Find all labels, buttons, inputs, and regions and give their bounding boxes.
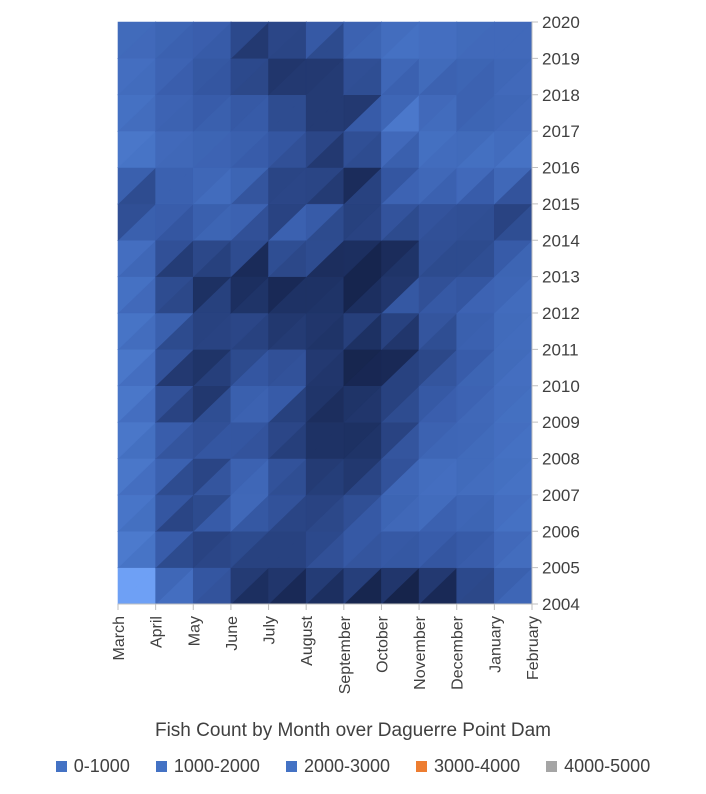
x-tick-label-may: May (186, 616, 203, 646)
y-tick-label-2005: 2005 (542, 559, 580, 578)
legend-item-0: 0-1000 (55, 756, 130, 777)
y-tick-label-2016: 2016 (542, 159, 580, 178)
x-tick-label-july: July (262, 616, 279, 644)
x-tick-label-january: January (487, 616, 504, 673)
legend-swatch (55, 761, 67, 772)
heatmap-cell-april-2019-1 (155, 21, 195, 60)
chart-title: Fish Count by Month over Daguerre Point … (154, 720, 551, 741)
x-tick-label-march: March (111, 616, 128, 660)
heatmap-cell-november-2019-1 (418, 21, 458, 60)
y-tick-label-2010: 2010 (542, 377, 580, 396)
heatmap-cell-june-2019-1 (230, 21, 270, 60)
y-axis-tick-labels: 2004 2005 2006 2007 2008 2009 2010 2011 2012 2013… (532, 13, 580, 614)
x-tick-label-december: December (450, 615, 467, 689)
heatmap-cell-october-2019-1 (381, 21, 420, 60)
legend-label: 4000-5000 (564, 756, 651, 776)
legend-swatch (285, 761, 297, 772)
y-tick-label-2018: 2018 (542, 86, 580, 105)
heatmap-cell-january-2019-1 (494, 21, 533, 60)
x-tick-label-june: June (224, 616, 241, 651)
y-tick-label-2014: 2014 (542, 231, 580, 250)
heatmap-cell-july-2019-1 (268, 21, 307, 60)
y-tick-label-2004: 2004 (542, 595, 580, 614)
heatmap-cell-march-2019-1 (117, 21, 157, 60)
x-tick-label-august: August (299, 615, 316, 665)
legend-swatch (546, 761, 558, 772)
heatmap-cell-september-2019-1 (343, 21, 383, 60)
legend-label: 2000-3000 (303, 756, 391, 776)
heatmap-cells (117, 21, 533, 605)
x-tick-label-september: September (337, 615, 354, 694)
y-tick-label-2019: 2019 (542, 49, 580, 68)
heatmap-cell-december-2019-1 (456, 21, 496, 60)
y-tick-label-2009: 2009 (542, 413, 580, 432)
legend-item-2: 2000-3000 (285, 756, 391, 777)
legend-item-3: 3000-4000 (416, 756, 520, 777)
x-tick-label-october: October (374, 615, 391, 673)
y-tick-label-2020: 2020 (542, 13, 580, 32)
y-tick-label-2017: 2017 (542, 122, 580, 141)
legend-swatch (416, 761, 428, 772)
y-tick-label-2006: 2006 (542, 522, 580, 541)
legend-swatch (155, 761, 167, 772)
x-axis-tick-labels: March April May June July August September Octo… (111, 604, 542, 694)
y-tick-label-2012: 2012 (542, 304, 580, 323)
legend-item-1: 1000-2000 (155, 756, 260, 777)
x-tick-label-november: November (412, 615, 429, 689)
legend-label: 3000-4000 (434, 756, 521, 776)
y-tick-label-2008: 2008 (542, 450, 580, 469)
legend-item-4: 4000-5000 (546, 756, 650, 777)
x-tick-label-february: February (525, 616, 542, 680)
y-tick-label-2011: 2011 (542, 340, 579, 359)
y-tick-label-2013: 2013 (542, 268, 580, 287)
heatmap-cell-august-2019-1 (305, 21, 345, 60)
legend-label: 0-1000 (73, 756, 130, 776)
x-tick-label-april: April (149, 616, 166, 648)
legend-label: 1000-2000 (173, 756, 260, 776)
y-tick-label-2015: 2015 (542, 195, 580, 214)
heatmap-cell-may-2019-1 (192, 21, 232, 60)
y-tick-label-2007: 2007 (542, 486, 580, 505)
chart-legend: 0-1000 1000-2000 2000-3000 3000-4000 4000-50… (0, 756, 706, 777)
